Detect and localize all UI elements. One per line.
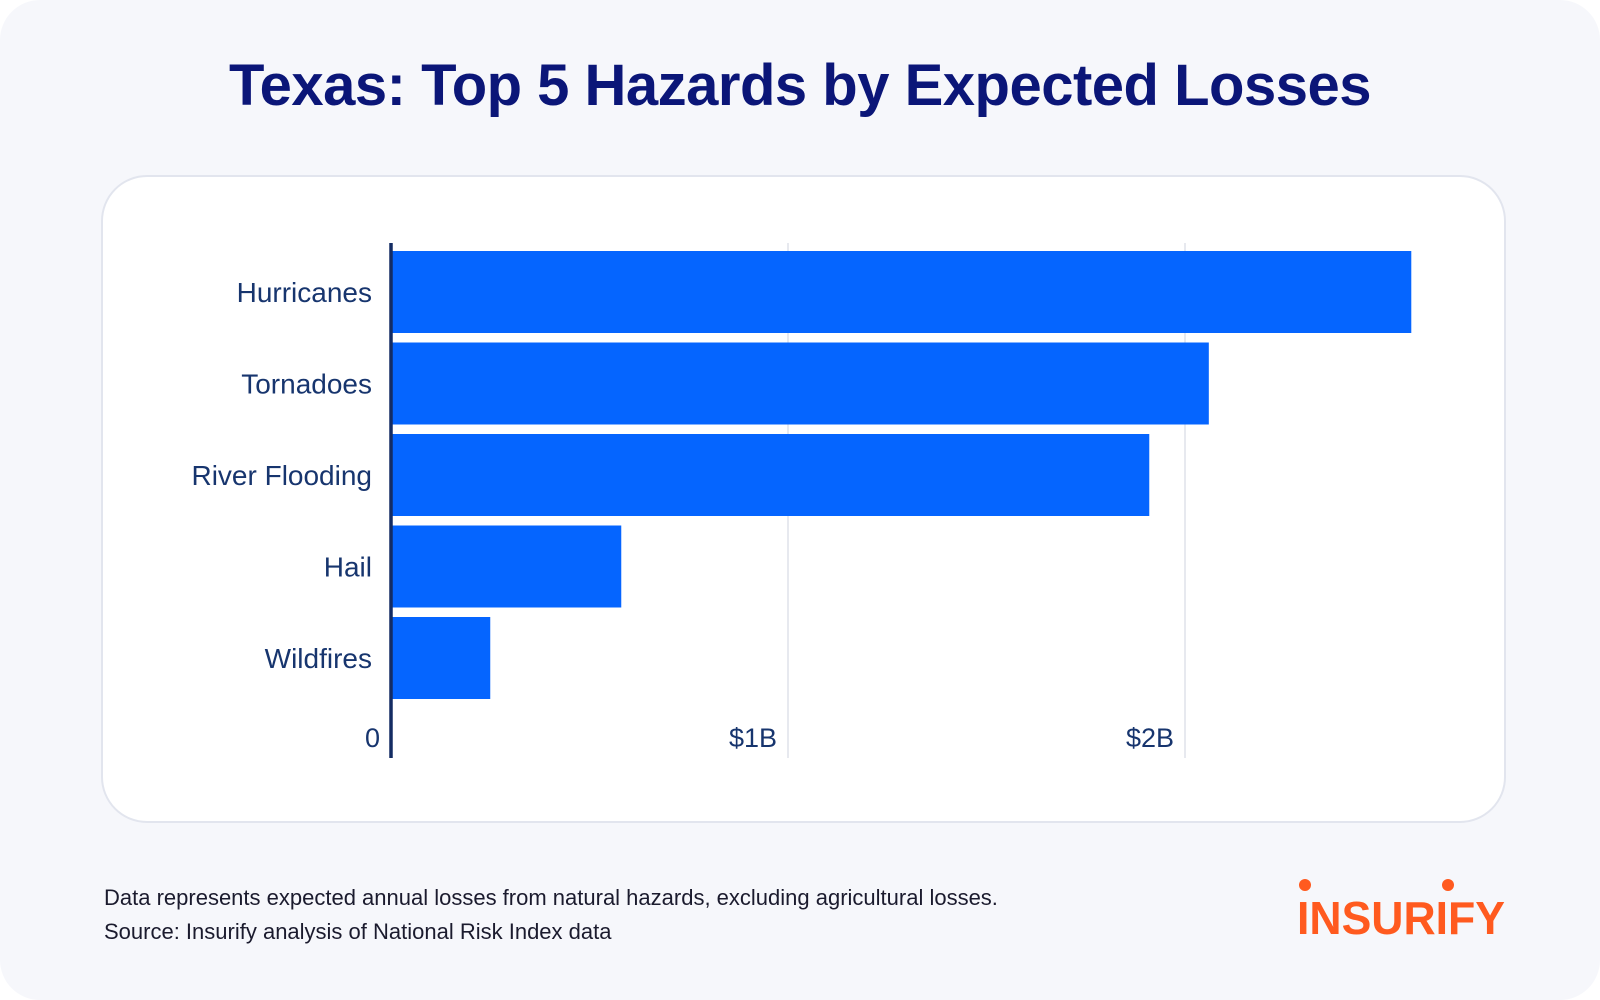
axis-tick-labels: 0 $1B $2B — [365, 723, 1174, 753]
category-label-hail: Hail — [324, 552, 372, 583]
category-label-hurricanes: Hurricanes — [237, 277, 372, 308]
insurify-logo: INSURIFY — [1297, 879, 1505, 940]
category-label-tornadoes: Tornadoes — [241, 369, 372, 400]
bar-river-flooding — [391, 434, 1150, 516]
logo-wordmark: INSURIFY — [1297, 892, 1505, 940]
chart-title: Texas: Top 5 Hazards by Expected Losses — [228, 53, 1372, 118]
bars — [391, 251, 1412, 699]
tick-label-0: 0 — [365, 723, 380, 753]
footnote-description: Data represents expected annual losses f… — [104, 885, 998, 910]
footnote-source: Source: Insurify analysis of National Ri… — [104, 919, 612, 944]
tick-label-2: $2B — [1126, 723, 1174, 753]
category-label-river-flooding: River Flooding — [191, 460, 372, 491]
category-labels: Hurricanes Tornadoes River Flooding Hail Wil… — [191, 277, 372, 674]
bar-wildfires — [391, 617, 491, 699]
bar-hurricanes — [391, 251, 1412, 333]
bar-tornadoes — [391, 342, 1209, 425]
tick-label-1: $1B — [729, 723, 777, 753]
logo-dot-i — [1299, 879, 1311, 891]
bar-hail — [391, 525, 622, 608]
logo-dot-i2 — [1442, 879, 1454, 891]
category-label-wildfires: Wildfires — [265, 643, 372, 674]
